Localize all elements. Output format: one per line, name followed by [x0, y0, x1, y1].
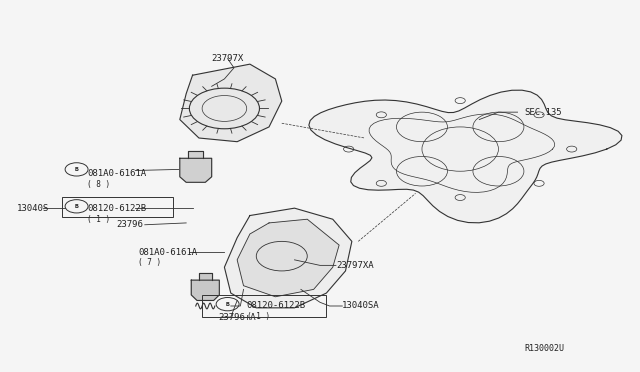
Polygon shape: [225, 208, 352, 308]
Text: 08120-6122B: 08120-6122B: [246, 301, 306, 311]
Text: 23796+A: 23796+A: [218, 312, 255, 321]
Text: 13040S: 13040S: [17, 203, 49, 213]
Text: 13040SA: 13040SA: [342, 301, 380, 311]
Polygon shape: [180, 64, 282, 142]
Polygon shape: [237, 219, 339, 297]
Text: 081A0-6161A: 081A0-6161A: [88, 169, 147, 177]
Polygon shape: [199, 273, 212, 280]
Text: 23796: 23796: [116, 220, 143, 229]
Text: ( 1 ): ( 1 ): [88, 215, 111, 224]
Text: SEC.135: SEC.135: [524, 108, 561, 117]
Text: ( 1 ): ( 1 ): [246, 312, 270, 321]
Polygon shape: [191, 280, 220, 301]
Text: B: B: [75, 167, 79, 172]
Text: R130002U: R130002U: [524, 344, 564, 353]
Polygon shape: [180, 158, 212, 182]
Text: 23797X: 23797X: [211, 54, 244, 63]
Text: B: B: [226, 302, 230, 307]
Polygon shape: [309, 90, 622, 223]
Polygon shape: [188, 151, 204, 158]
Text: 081A0-6161A: 081A0-6161A: [138, 248, 198, 257]
Text: B: B: [75, 204, 79, 209]
Text: 23797XA: 23797XA: [336, 261, 374, 270]
Text: ( 7 ): ( 7 ): [138, 258, 161, 267]
Text: ( 8 ): ( 8 ): [88, 180, 111, 189]
Text: 08120-6122B: 08120-6122B: [88, 203, 147, 213]
